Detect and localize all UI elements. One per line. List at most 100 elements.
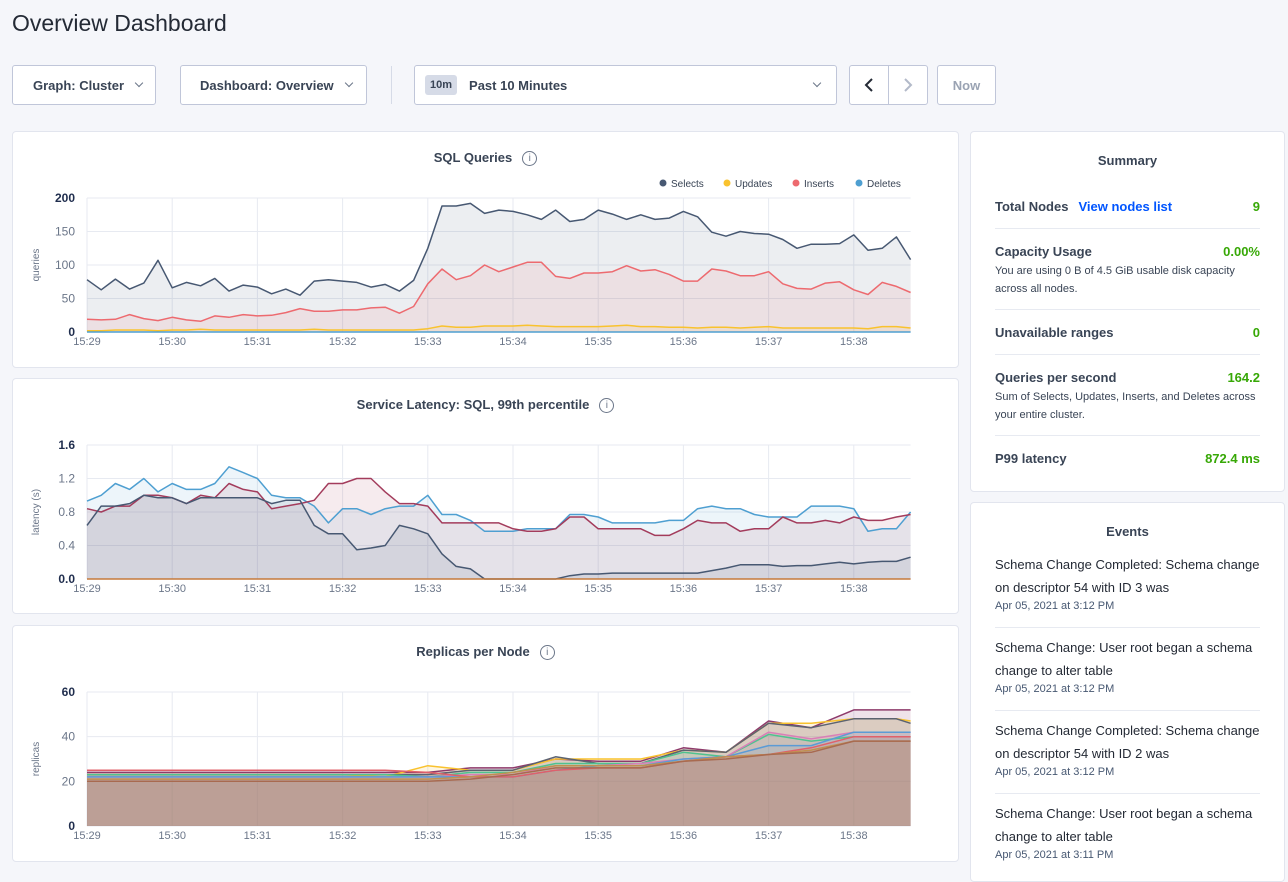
total-nodes-row: Total Nodes View nodes list 9 [995, 199, 1260, 214]
total-nodes-value: 9 [1252, 199, 1260, 214]
divider [995, 793, 1260, 794]
x-tick-label: 15:36 [670, 336, 698, 348]
service-latency-plot: 0.0 0.4 0.8 1.2 1.6 15:29 15:30 15:31 15:32 15:33… [31, 438, 912, 595]
toolbar-divider [391, 66, 392, 104]
event-text: Schema Change Completed: Schema change o… [995, 557, 1260, 595]
next-time-button[interactable] [888, 65, 928, 105]
y-tick-label: 1.2 [58, 472, 75, 486]
x-tick-label: 15:35 [584, 583, 612, 595]
x-tick-label: 15:37 [755, 583, 783, 595]
x-tick-label: 15:35 [584, 830, 612, 842]
x-tick-label: 15:35 [584, 336, 612, 348]
y-tick-label: 0.4 [58, 539, 75, 553]
event-item[interactable]: Schema Change: User root began a schema … [995, 802, 1264, 861]
qps-value: 164.2 [1227, 370, 1260, 385]
y-axis-label: latency (s) [31, 489, 42, 535]
chart-title: Replicas per Node [416, 644, 530, 659]
previous-time-button[interactable] [849, 65, 889, 105]
legend-label: Selects [671, 179, 704, 190]
x-tick-label: 15:32 [329, 830, 357, 842]
series-area-4 [87, 732, 911, 826]
unavailable-ranges-row: Unavailable ranges 0 [995, 325, 1260, 340]
x-tick-label: 15:38 [840, 336, 868, 348]
x-tick-label: 15:30 [158, 336, 186, 348]
capacity-description: You are using 0 B of 4.5 GiB usable disk… [995, 265, 1235, 295]
qps-description: Sum of Selects, Updates, Inserts, and De… [995, 391, 1256, 421]
series-line-1 [86, 477, 911, 537]
event-item[interactable]: Schema Change Completed: Schema change o… [995, 553, 1264, 612]
graph-selector[interactable]: Graph: Cluster [12, 65, 156, 105]
series-line-updates [87, 324, 911, 332]
y-tick-label: 40 [62, 730, 76, 744]
series-line-7 [87, 740, 911, 780]
x-tick-label: 15:29 [73, 830, 101, 842]
x-tick-label: 15:30 [158, 583, 186, 595]
y-tick-label: 200 [55, 191, 75, 205]
event-date: Apr 05, 2021 at 3:12 PM [995, 600, 1115, 612]
x-tick-label: 15:36 [670, 830, 698, 842]
info-icon[interactable]: i [599, 398, 615, 413]
dashboard-selector[interactable]: Dashboard: Overview [180, 65, 367, 105]
service-latency-chart: Service Latency: SQL, 99th percentile i 0… [12, 378, 959, 614]
page-title: Overview Dashboard [12, 10, 227, 36]
chevron-left-icon [864, 78, 873, 92]
divider [995, 228, 1260, 229]
events-title: Events [1106, 524, 1149, 539]
now-button[interactable]: Now [937, 65, 996, 105]
capacity-value: 0.00% [1223, 244, 1260, 259]
series-area-1 [87, 478, 911, 579]
event-date: Apr 05, 2021 at 3:12 PM [995, 683, 1115, 695]
divider [995, 354, 1260, 355]
unavailable-ranges-label: Unavailable ranges [995, 325, 1114, 340]
series-area-5 [87, 732, 911, 826]
info-icon[interactable]: i [522, 151, 538, 166]
chevron-down-icon [812, 78, 822, 88]
legend-label: Deletes [867, 179, 901, 190]
events-panel: Events Schema Change Completed: Schema c… [970, 502, 1285, 882]
y-axis-label: queries [31, 249, 42, 282]
chevron-down-icon [344, 78, 353, 88]
chart-title: SQL Queries [433, 150, 513, 165]
series-line-8 [87, 740, 911, 783]
x-tick-label: 15:38 [840, 830, 868, 842]
x-tick-label: 15:34 [499, 336, 527, 348]
total-nodes-label: Total Nodes [995, 199, 1069, 214]
unavailable-ranges-value: 0 [1252, 325, 1260, 340]
legend-swatch [792, 179, 800, 187]
replicas-plot: 0 20 40 60 15:29 15:30 15:31 15:32 15:33 15:34 15:… [31, 685, 911, 842]
capacity-label: Capacity Usage [995, 244, 1092, 259]
info-icon[interactable]: i [539, 645, 555, 660]
time-range-selector[interactable]: 10m Past 10 Minutes [414, 65, 837, 105]
now-button-label: Now [952, 77, 981, 93]
x-tick-label: 15:34 [499, 583, 527, 595]
divider [995, 435, 1260, 436]
series-line-0 [86, 466, 912, 533]
y-tick-label: 150 [55, 225, 75, 239]
x-tick-label: 15:31 [244, 583, 272, 595]
chevron-right-icon [904, 78, 913, 92]
x-tick-label: 15:33 [414, 336, 442, 348]
x-tick-label: 15:33 [414, 583, 442, 595]
chevron-down-icon [134, 78, 144, 88]
series-area-0 [87, 203, 911, 332]
event-text: Schema Change: User root began a schema … [995, 640, 1253, 678]
sql-queries-plot: 0 50 100 150 200 15:29 15:30 15:31 15:32 15:33 15:… [31, 179, 912, 348]
y-tick-label: 0.8 [58, 505, 75, 519]
x-tick-label: 15:30 [158, 830, 186, 842]
replicas-per-node-chart: Replicas per Node i 0 20 40 60 15:29 15:30 15:3… [12, 625, 959, 862]
event-item[interactable]: Schema Change Completed: Schema change o… [995, 719, 1264, 778]
event-date: Apr 05, 2021 at 3:11 PM [995, 849, 1114, 861]
series-area-2 [87, 262, 911, 332]
legend-label: Inserts [804, 179, 834, 190]
divider [995, 710, 1260, 711]
series-line-0 [87, 709, 911, 774]
y-tick-label: 100 [55, 258, 75, 272]
view-nodes-list-link[interactable]: View nodes list [1078, 199, 1173, 214]
event-item[interactable]: Schema Change: User root began a schema … [995, 636, 1264, 695]
x-tick-label: 15:29 [73, 336, 101, 348]
y-tick-label: 0 [68, 325, 75, 339]
dashboard-selector-label: Dashboard: Overview [200, 77, 334, 93]
series-line-6 [87, 735, 911, 778]
x-tick-label: 15:33 [414, 830, 442, 842]
x-tick-label: 15:36 [670, 583, 698, 595]
